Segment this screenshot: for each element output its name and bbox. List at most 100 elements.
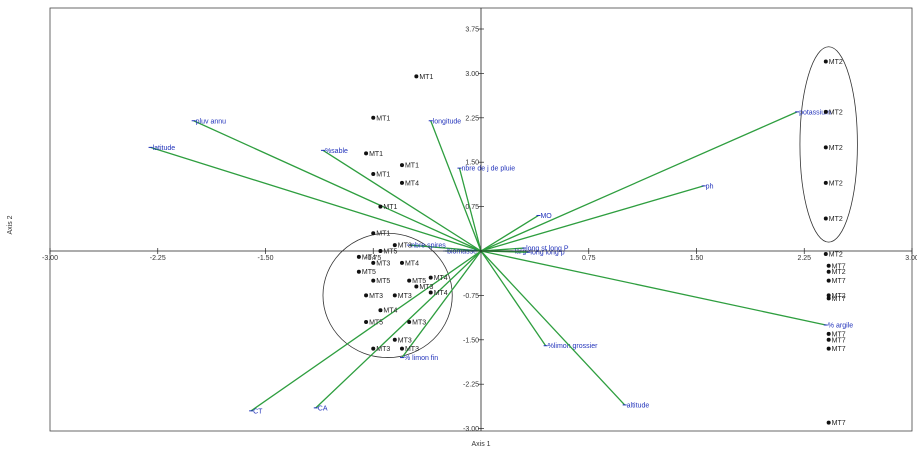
variable-vector [409, 244, 482, 252]
sample-point [823, 180, 828, 185]
variable-vectors: pluv annu latitude %sable longitude nbre de … [148, 109, 853, 415]
variable-vector [480, 111, 798, 252]
y-axis-title: Axis 2 [7, 215, 14, 234]
x-tick-label: 3.00 [905, 255, 917, 262]
variable-label: %sable [325, 148, 348, 155]
y-tick-label: 1.50 [465, 160, 479, 167]
x-tick-label: -2.25 [150, 255, 166, 262]
sample-label: MT1 [376, 231, 390, 238]
variable-label: potassium [799, 109, 831, 116]
sample-label: MT1 [376, 115, 390, 122]
sample-label: MT4 [434, 275, 448, 282]
sample-point [371, 231, 376, 236]
sample-point [399, 346, 404, 351]
variable-label: pluv annu [196, 118, 226, 125]
sample-point [392, 293, 397, 298]
sample-label: MT2 [829, 216, 843, 223]
sample-point [378, 249, 383, 253]
variable-vector [322, 149, 482, 252]
sample-label: MT5 [383, 249, 397, 256]
mt2-group-ellipse [799, 46, 858, 243]
variable-vector [250, 250, 482, 412]
sample-label: MT3 [412, 320, 426, 327]
sample-label: MT5 [412, 278, 426, 285]
sample-point [826, 337, 831, 342]
sample-label: MT7 [832, 420, 846, 427]
x-axis-title: Axis 1 [471, 441, 490, 448]
variable-vector [150, 146, 482, 252]
sample-point [823, 251, 828, 256]
y-tick-label: 3.00 [465, 71, 479, 78]
sample-point [364, 151, 369, 156]
variable-vector [315, 250, 482, 409]
sample-point [399, 163, 404, 168]
x-tick-label: 0.75 [582, 255, 596, 262]
variable-label: long st long P [526, 246, 569, 253]
sample-label: MT2 [832, 269, 846, 276]
sample-point [826, 296, 831, 301]
sample-point [823, 59, 828, 64]
sample-point [378, 308, 383, 313]
variable-vector [480, 185, 704, 252]
x-tick-label: -3.00 [42, 255, 58, 262]
variable-label: CA [318, 405, 328, 412]
sample-label: MT1 [369, 151, 383, 158]
sample-point [826, 278, 831, 283]
sample-point [356, 269, 361, 274]
sample-label: MT7 [832, 337, 846, 344]
sample-label: MT1 [419, 74, 433, 81]
ellipses [322, 46, 858, 358]
sample-label: MT2 [829, 251, 843, 258]
sample-label: MT4 [405, 260, 419, 267]
sample-point [407, 320, 412, 325]
sample-point [399, 180, 404, 185]
sample-point [371, 172, 376, 177]
sample-label: MT3 [398, 337, 412, 344]
sample-point [826, 269, 831, 274]
variable-label: longitude [433, 118, 462, 125]
x-tick-label: -1.50 [258, 255, 274, 262]
x-tick-label: 2.25 [797, 255, 811, 262]
variable-label: altitude [627, 402, 650, 409]
sample-label: MT2 [829, 109, 843, 116]
variable-label: % argile [828, 323, 853, 330]
sample-label: MT5 [369, 320, 383, 327]
sample-label: MT4 [383, 308, 397, 315]
y-tick-label: 2.25 [465, 115, 479, 122]
variable-label: CT [253, 408, 263, 415]
sample-point [826, 263, 831, 268]
axes: -3.00 -2.25 -1.50 -0.75 0.75 1.50 2.25 3.00 -3.0… [42, 8, 917, 433]
sample-label: MT3 [398, 243, 412, 250]
variable-vector [430, 120, 482, 252]
sample-point [392, 337, 397, 342]
sample-label: MT3 [376, 260, 390, 267]
y-tick-label: -3.00 [463, 426, 479, 433]
variable-label: nbre de j de pluie [461, 166, 515, 173]
x-tick-label: 1.50 [690, 255, 704, 262]
sample-point [371, 278, 376, 283]
sample-label: MT3 [419, 284, 433, 291]
variable-label: latitude [153, 145, 176, 152]
sample-point [371, 260, 376, 265]
sample-label: MT7 [832, 278, 846, 285]
sample-label: MT1 [405, 163, 419, 170]
mt3-mt5-group-ellipse [322, 232, 453, 358]
variable-vector [480, 250, 547, 347]
sample-label: MT3 [369, 293, 383, 300]
sample-label: MT2 [829, 59, 843, 66]
sample-label: MT2 [829, 145, 843, 152]
y-tick-label: 0.75 [465, 204, 479, 211]
variable-vector [458, 167, 482, 252]
sample-point [364, 320, 369, 325]
sample-point [428, 290, 433, 295]
sample-label: MT5 [376, 278, 390, 285]
variable-label: biomasse [447, 249, 477, 256]
sample-point [399, 260, 404, 265]
y-tick-label: 3.75 [465, 27, 479, 34]
variable-vector [193, 120, 482, 252]
sample-label: MT1 [383, 204, 397, 211]
sample-label: MT4 [434, 290, 448, 297]
y-tick-label: -0.75 [463, 293, 479, 300]
sample-point [826, 346, 831, 351]
variable-label: long long p [530, 250, 564, 257]
